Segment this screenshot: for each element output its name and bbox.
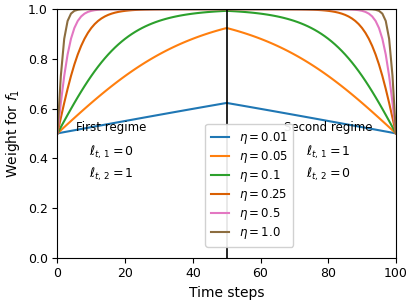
$\eta = 0.1$ — [295, 20, 300, 24]
Line: $\eta = 0.05$: $\eta = 0.05$ — [57, 28, 396, 133]
Y-axis label: Weight for $f_1$: Weight for $f_1$ — [4, 89, 22, 178]
$\eta = 0.01$ — [312, 117, 317, 120]
$\eta = 0.5$ — [262, 7, 267, 11]
$\eta = 1.0$ — [393, 132, 398, 135]
$\eta = 1.0$ — [79, 8, 84, 11]
$\eta = 0.05$ — [224, 26, 229, 30]
$\eta = 0.05$ — [295, 54, 300, 58]
Text: $\ell_{t,\,2} = 1$: $\ell_{t,\,2} = 1$ — [89, 166, 134, 183]
$\eta = 0.01$ — [55, 132, 60, 135]
$\eta = 0.05$ — [211, 30, 215, 34]
$\eta = 0.05$ — [262, 38, 267, 42]
Legend: $\eta = 0.01$, $\eta = 0.05$, $\eta = 0.1$, $\eta = 0.25$, $\eta = 0.5$, $\eta =: $\eta = 0.01$, $\eta = 0.05$, $\eta = 0.… — [206, 124, 293, 247]
Line: $\eta = 0.1$: $\eta = 0.1$ — [57, 11, 396, 133]
$\eta = 0.1$ — [79, 90, 84, 93]
$\eta = 1.0$ — [140, 7, 145, 11]
$\eta = 0.01$ — [262, 108, 267, 111]
$\eta = 0.01$ — [211, 103, 215, 107]
$\eta = 0.01$ — [140, 116, 145, 120]
$\eta = 0.05$ — [312, 65, 317, 68]
Line: $\eta = 1.0$: $\eta = 1.0$ — [57, 9, 396, 133]
$\eta = 0.5$ — [140, 7, 145, 11]
$\eta = 0.25$ — [55, 132, 60, 135]
X-axis label: Time steps: Time steps — [189, 286, 265, 300]
$\eta = 0.1$ — [262, 12, 267, 16]
$\eta = 0.25$ — [79, 44, 84, 48]
$\eta = 0.05$ — [393, 132, 398, 135]
$\eta = 0.25$ — [224, 7, 229, 11]
Line: $\eta = 0.01$: $\eta = 0.01$ — [57, 103, 396, 133]
Line: $\eta = 0.5$: $\eta = 0.5$ — [57, 9, 396, 133]
$\eta = 0.1$ — [393, 132, 398, 135]
$\eta = 0.1$ — [211, 10, 215, 13]
$\eta = 0.5$ — [211, 7, 215, 11]
$\eta = 0.05$ — [55, 132, 60, 135]
$\eta = 1.0$ — [312, 7, 317, 11]
$\eta = 1.0$ — [214, 7, 219, 11]
$\eta = 0.01$ — [393, 132, 398, 135]
$\eta = 0.05$ — [140, 63, 145, 66]
$\eta = 0.5$ — [312, 7, 317, 11]
Text: $\ell_{t,\,1} = 0$: $\ell_{t,\,1} = 0$ — [89, 143, 134, 161]
$\eta = 1.0$ — [184, 7, 189, 11]
$\eta = 0.5$ — [55, 132, 60, 135]
$\eta = 0.5$ — [295, 7, 300, 11]
$\eta = 0.01$ — [79, 127, 84, 131]
Text: Second regime: Second regime — [284, 121, 372, 134]
$\eta = 0.25$ — [393, 132, 398, 135]
$\eta = 0.25$ — [140, 8, 145, 12]
Text: $\ell_{t,\,2} = 0$: $\ell_{t,\,2} = 0$ — [306, 166, 351, 183]
$\eta = 0.25$ — [211, 7, 215, 11]
$\eta = 0.05$ — [79, 110, 84, 114]
$\eta = 1.0$ — [262, 7, 267, 11]
$\eta = 1.0$ — [55, 132, 60, 135]
Line: $\eta = 0.25$: $\eta = 0.25$ — [57, 9, 396, 133]
$\eta = 0.01$ — [224, 101, 229, 105]
$\eta = 0.1$ — [224, 9, 229, 13]
Text: First regime: First regime — [76, 121, 147, 134]
$\eta = 0.5$ — [79, 15, 84, 18]
$\eta = 0.5$ — [224, 7, 229, 11]
$\eta = 0.1$ — [55, 132, 60, 135]
$\eta = 0.25$ — [312, 8, 317, 12]
$\eta = 0.25$ — [262, 7, 267, 11]
$\eta = 1.0$ — [295, 7, 300, 11]
Text: $\ell_{t,\,1} = 1$: $\ell_{t,\,1} = 1$ — [306, 143, 351, 161]
$\eta = 0.1$ — [312, 28, 317, 32]
$\eta = 0.01$ — [295, 114, 300, 117]
$\eta = 0.25$ — [295, 8, 300, 11]
$\eta = 0.5$ — [393, 132, 398, 135]
$\eta = 0.1$ — [140, 26, 145, 30]
